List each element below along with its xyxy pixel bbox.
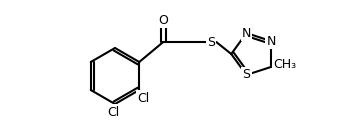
Text: S: S (207, 35, 215, 48)
Text: CH₃: CH₃ (273, 58, 297, 71)
Text: N: N (242, 27, 251, 40)
Text: N: N (266, 35, 276, 48)
Text: Cl: Cl (107, 105, 119, 119)
Text: Cl: Cl (137, 92, 149, 105)
Text: O: O (158, 14, 168, 26)
Text: S: S (242, 68, 250, 81)
